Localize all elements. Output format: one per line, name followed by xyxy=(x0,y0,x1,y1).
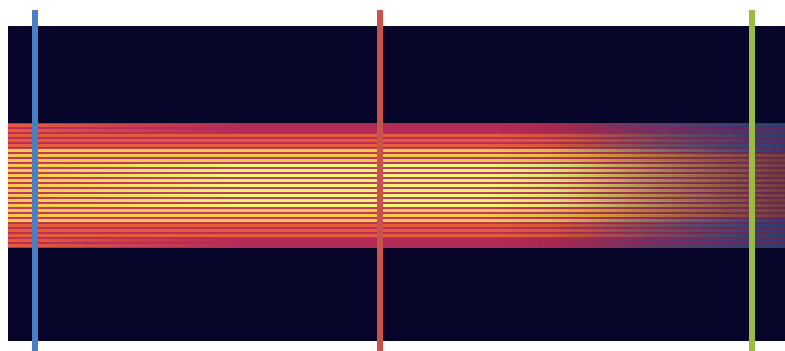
line-band-graphic xyxy=(8,123,785,248)
band-right-fade xyxy=(8,123,785,248)
red-marker xyxy=(377,10,383,351)
blue-marker xyxy=(32,10,38,351)
spectrogram-image xyxy=(8,26,785,341)
horizontal-line-band xyxy=(8,123,785,248)
green-marker xyxy=(749,10,755,351)
